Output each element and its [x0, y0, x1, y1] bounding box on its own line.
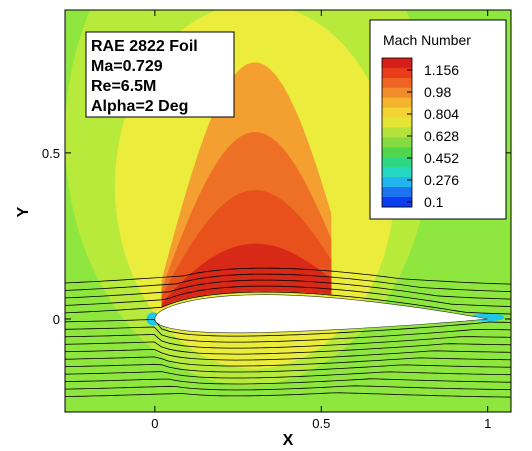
legend-swatch [382, 97, 412, 109]
info-line-foil: RAE 2822 Foil [91, 38, 198, 55]
streamline [65, 392, 511, 398]
streamline [65, 319, 511, 337]
info-line-alpha: Alpha=2 Deg [91, 98, 188, 115]
legend-level-label: 0.98 [424, 84, 451, 100]
streamline [65, 356, 511, 367]
legend-swatch [382, 197, 412, 208]
streamline [65, 273, 511, 292]
info-line-reynolds: Re=6.5M [91, 78, 156, 95]
plot-frame [64, 9, 512, 413]
streamline [65, 333, 511, 349]
legend-swatch [382, 167, 412, 178]
info-box-frame [85, 31, 235, 118]
legend-colorbar [381, 57, 413, 208]
streamline [65, 326, 511, 343]
streamlines [65, 267, 511, 398]
y-tick-label: 0 [53, 312, 60, 327]
streamline [65, 279, 511, 300]
streamline [65, 291, 511, 315]
legend-swatch [382, 77, 412, 89]
streamline [65, 285, 511, 307]
legend-level-label: 0.276 [424, 172, 459, 188]
y-tick-label: 0.5 [42, 146, 60, 161]
legend-level-label: 1.156 [424, 62, 459, 78]
legend-swatch [382, 117, 412, 128]
streamline [65, 371, 511, 379]
streamline [65, 348, 511, 361]
legend-labels: 1.156 0.98 0.804 0.628 0.452 0.276 0.1 [407, 62, 459, 210]
streamline [65, 267, 511, 285]
legend-colorbar-frame [381, 57, 413, 208]
streamline [65, 385, 511, 391]
info-line-mach: Ma=0.729 [91, 58, 163, 75]
legend-swatch [382, 127, 412, 138]
y-axis-title: Y [15, 206, 32, 217]
legend-swatch [382, 137, 412, 148]
legend-swatch [382, 177, 412, 188]
field-zone-deep-red [161, 243, 332, 308]
streamline [65, 363, 511, 373]
streamline [65, 378, 511, 385]
legend-title: Mach Number [383, 32, 471, 48]
x-axis-title: X [283, 432, 294, 449]
legend-level-label: 0.452 [424, 150, 459, 166]
streamline [65, 341, 511, 355]
legend-swatch [382, 187, 412, 198]
legend-swatch [382, 107, 412, 119]
legend-level-label: 0.628 [424, 128, 459, 144]
legend: Mach Number 1.156 0.98 0.804 0.628 0.452 0.27… [369, 19, 507, 220]
legend-swatch [382, 58, 412, 69]
x-tick-label: 0.5 [312, 416, 330, 431]
legend-level-label: 0.804 [424, 106, 459, 122]
axis-ticks: 0 0.5 1 0 0.5 [42, 10, 511, 431]
x-tick-label: 0 [151, 416, 158, 431]
info-box: RAE 2822 Foil Ma=0.729 Re=6.5M Alpha=2 D… [85, 31, 235, 118]
airfoil-shape [154, 294, 488, 334]
legend-level-label: 0.1 [424, 194, 444, 210]
x-tick-label: 1 [484, 416, 491, 431]
legend-swatch [382, 157, 412, 168]
legend-swatch [382, 87, 412, 99]
legend-swatch [382, 67, 412, 79]
legend-swatch [382, 147, 412, 158]
